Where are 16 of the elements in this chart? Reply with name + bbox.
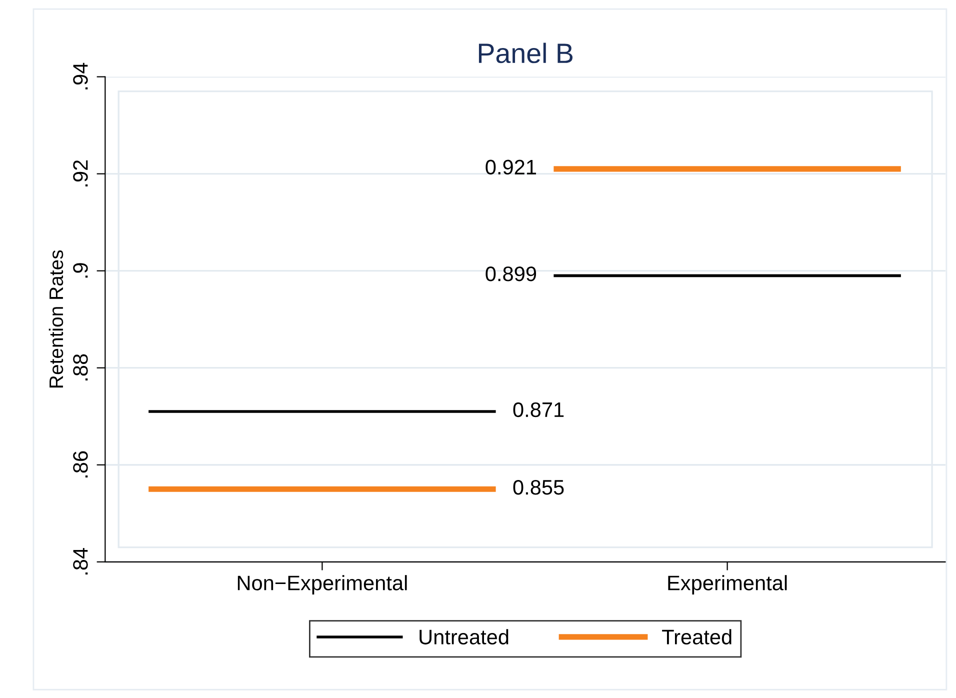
x-tick-label: Non−Experimental: [238, 575, 407, 595]
y-tick-label: .84: [73, 548, 88, 574]
x-tick-label: Experimental: [668, 575, 787, 595]
y-tick-label: .92: [73, 160, 88, 186]
data-label: 0.855: [513, 480, 564, 495]
data-label: 0.899: [486, 266, 536, 282]
y-axis-title: Retention Rates: [48, 250, 64, 388]
chart-title: Panel B: [478, 42, 572, 64]
legend-label: Treated: [662, 629, 732, 644]
y-tick-label: .94: [73, 62, 88, 90]
data-label: 0.921: [486, 160, 536, 175]
data-label: 0.871: [513, 402, 564, 418]
y-tick-label: .86: [73, 451, 88, 478]
y-tick-label: .9: [73, 263, 88, 278]
y-tick-label: .88: [73, 354, 88, 380]
legend-label: Untreated: [420, 629, 508, 644]
